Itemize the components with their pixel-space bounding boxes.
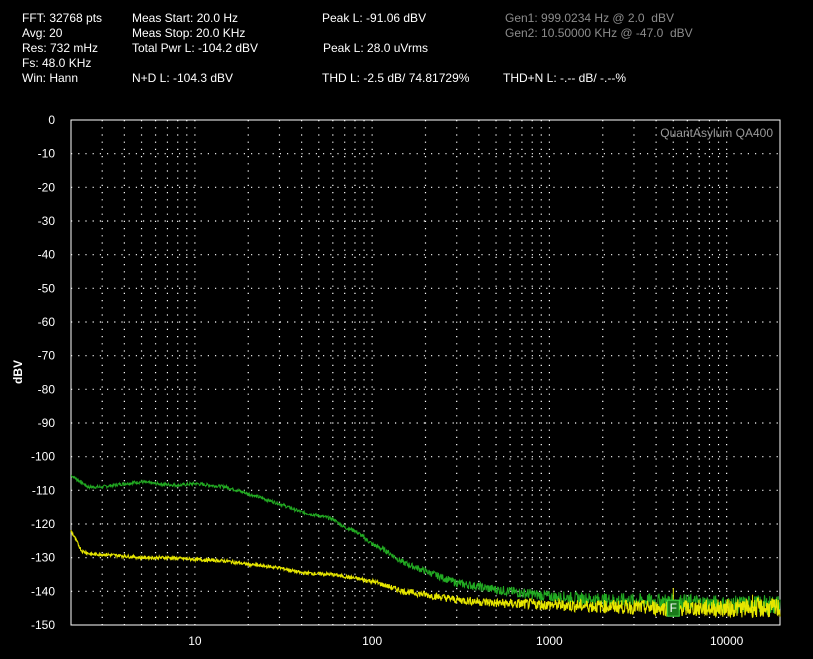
x-tick-label: 1000 [536,634,563,648]
marker-label: F [670,601,677,615]
y-tick-label: -80 [38,382,56,396]
meas-start: Meas Start: 20.0 Hz [132,11,239,25]
x-tick-label: 10000 [710,634,744,648]
peak-dbv: Peak L: -91.06 dBV [322,11,427,25]
y-tick-label: -10 [38,147,56,161]
fundamental-marker [666,599,680,617]
y-tick-label: 0 [48,113,55,127]
x-tick-label: 100 [362,634,382,648]
y-tick-label: -110 [32,483,55,497]
y-tick-label: -100 [31,450,55,464]
y-axis-label: dBV [11,360,25,384]
total-power: Total Pwr L: -104.2 dBV [132,41,259,55]
sample-rate: Fs: 48.0 KHz [22,56,92,70]
resolution: Res: 732 mHz [22,41,99,55]
y-tick-label: -60 [38,315,56,329]
y-tick-label: -150 [31,618,55,632]
y-tick-label: -90 [38,416,56,430]
brand-label: QuantAsylum QA400 [660,126,773,140]
thd-n-readout: THD+N L: -.-- dB/ -.--% [503,71,627,85]
generator-2: Gen2: 10.50000 KHz @ -47.0 dBV [505,26,693,40]
peak-uvrms: Peak L: 28.0 uVrms [323,41,428,55]
y-tick-label: -130 [31,551,55,565]
generator-1: Gen1: 999.0234 Hz @ 2.0 dBV [505,11,674,25]
y-tick-label: -120 [31,517,55,531]
y-tick-label: -40 [38,248,56,262]
y-tick-label: -140 [31,584,55,598]
noise-distortion: N+D L: -104.3 dBV [132,71,234,85]
y-tick-label: -30 [38,214,56,228]
fft-size: FFT: 32768 pts [22,11,103,25]
window-type: Win: Hann [22,71,79,85]
thd-readout: THD L: -2.5 dB/ 74.81729% [322,71,470,85]
x-tick-label: 10 [188,634,202,648]
series-line-2 [70,529,781,619]
averages: Avg: 20 [22,26,63,40]
meas-stop: Meas Stop: 20.0 KHz [132,26,246,40]
y-tick-label: -50 [38,281,56,295]
y-tick-label: -20 [38,180,56,194]
y-tick-label: -70 [38,349,56,363]
